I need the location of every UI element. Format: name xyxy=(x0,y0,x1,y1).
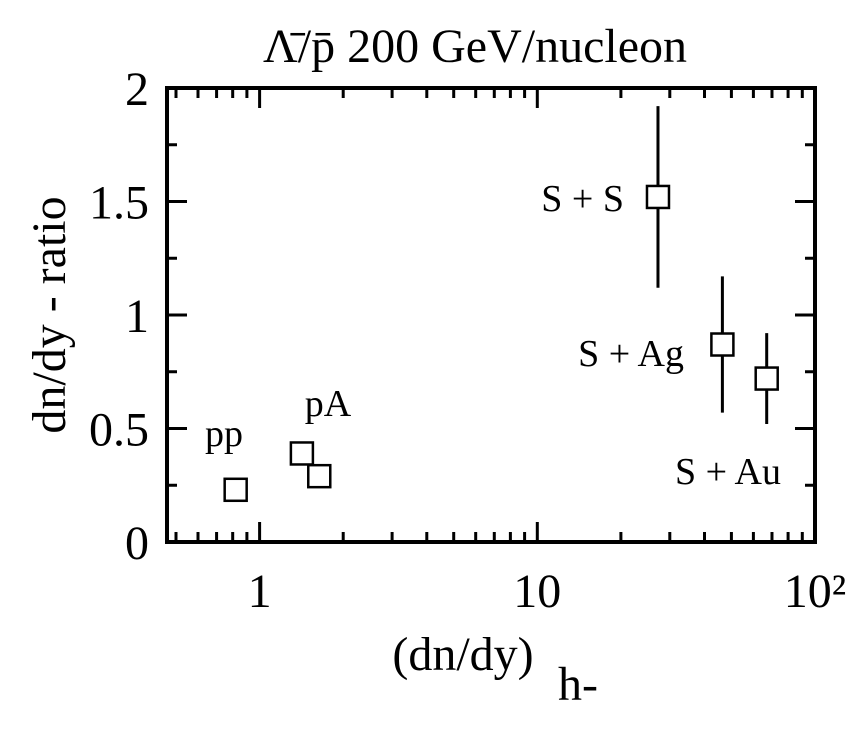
marker xyxy=(223,477,248,503)
x-tick-label: 10 xyxy=(513,565,561,618)
y-tick-label: 0.5 xyxy=(89,404,149,457)
x-tick-label: 1 xyxy=(248,565,272,618)
chart-title: Λ̄/p̄ 200 GeV/nucleon xyxy=(263,20,687,73)
y-tick-label: 2 xyxy=(125,63,149,116)
marker xyxy=(710,332,735,357)
x-tick-label: 10² xyxy=(784,565,846,618)
marker xyxy=(289,441,315,466)
x-axis-label-subscript: h- xyxy=(558,658,598,711)
annotation: S + Ag xyxy=(578,333,684,375)
annotation: pA xyxy=(305,383,352,425)
y-axis-label: dn/dy - ratio xyxy=(23,196,76,433)
marker xyxy=(754,366,779,391)
y-tick-label: 1.5 xyxy=(89,177,149,230)
marker xyxy=(307,463,332,489)
y-tick-label: 0 xyxy=(125,517,149,570)
x-axis-label: (dn/dy) xyxy=(392,628,533,681)
marker xyxy=(645,184,671,210)
annotation: S + Au xyxy=(675,451,781,493)
annotation: S + S xyxy=(541,178,624,220)
annotation: pp xyxy=(205,413,243,455)
y-tick-label: 1 xyxy=(125,290,149,343)
